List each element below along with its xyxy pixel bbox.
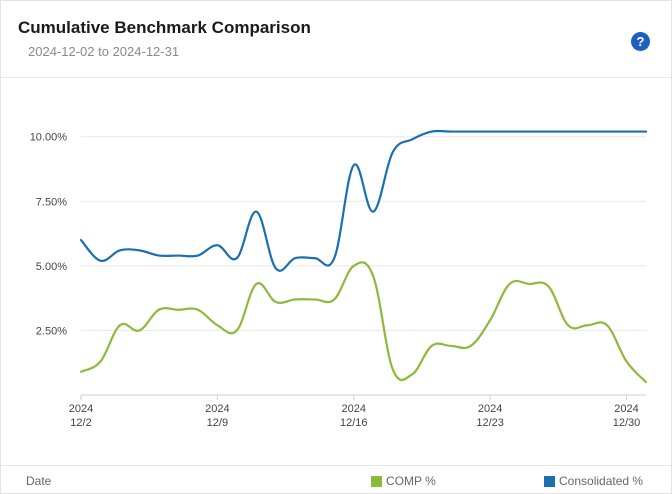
legend-swatch-consolidated <box>544 475 555 487</box>
legend-item-consolidated[interactable]: Consolidated % <box>544 474 643 488</box>
legend-label-consolidated: Consolidated % <box>559 474 644 488</box>
series-line-consolidated <box>79 129 648 272</box>
chart-title: Cumulative Benchmark Comparison <box>18 18 311 37</box>
line-chart: 2.50% 5.00% 7.50% 10.00% 2024 12/2 2024 12/9 202… <box>30 129 648 429</box>
x-tick-label: 12/2 <box>70 417 91 429</box>
legend-item-comp[interactable]: COMP % <box>371 474 436 488</box>
y-tick-label: 5.00% <box>36 261 67 273</box>
x-tick-label: 12/9 <box>207 417 228 429</box>
x-tick-year: 2024 <box>478 403 502 415</box>
legend-swatch-comp <box>371 475 382 487</box>
help-icon[interactable]: ? <box>631 32 650 51</box>
x-tick-year: 2024 <box>342 403 366 415</box>
y-tick-label: 7.50% <box>36 196 67 208</box>
x-tick-label: 12/16 <box>340 417 368 429</box>
x-axis-label: Date <box>26 474 52 488</box>
legend-label-comp: COMP % <box>386 474 436 488</box>
date-range: 2024-12-02 to 2024-12-31 <box>28 44 180 59</box>
x-tick-label: 12/23 <box>476 417 504 429</box>
chart-area: 2.50% 5.00% 7.50% 10.00% 2024 12/2 2024 12/9 202… <box>1 78 671 463</box>
y-tick-label: 10.00% <box>30 132 68 144</box>
y-tick-label: 2.50% <box>36 325 67 337</box>
chart-header: Cumulative Benchmark Comparison 2024-12-… <box>1 1 671 78</box>
x-tick-label: 12/30 <box>613 417 641 429</box>
x-tick-year: 2024 <box>69 403 93 415</box>
chart-footer: Date COMP % Consolidated % <box>1 465 671 494</box>
series-line-comp <box>79 261 648 384</box>
x-tick-year: 2024 <box>614 403 638 415</box>
x-tick-year: 2024 <box>205 403 229 415</box>
